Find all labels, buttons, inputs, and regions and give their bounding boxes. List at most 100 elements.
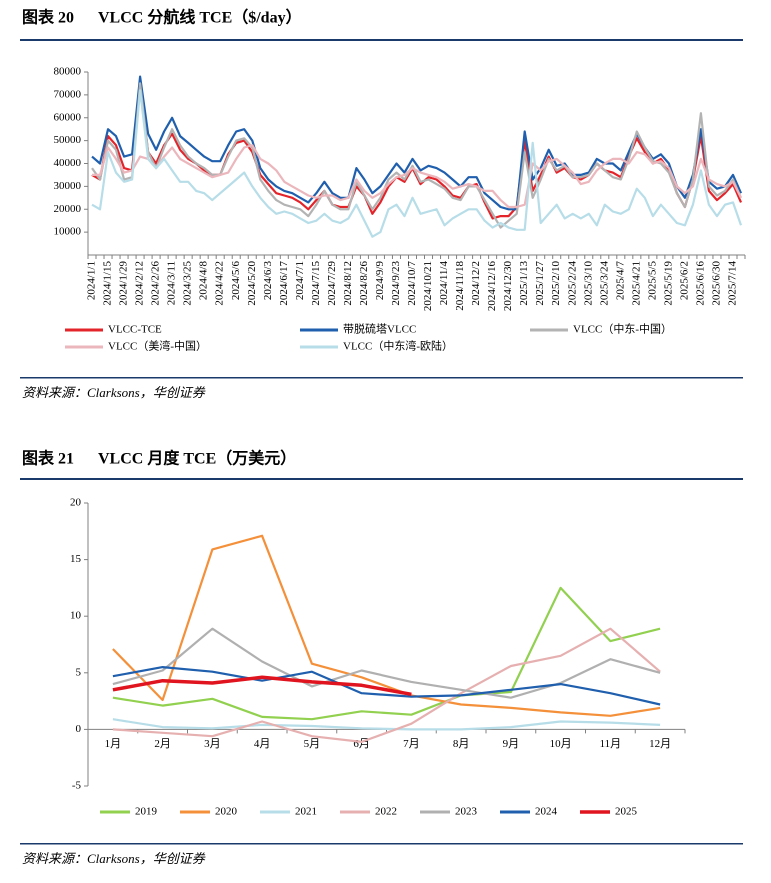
x-tick-label: 2024/1/1 [86,261,98,300]
series-line [91,84,743,220]
x-tick-label: 12月 [649,738,671,750]
x-tick-label: 2025/5/5 [646,261,658,301]
rule [20,843,743,845]
x-tick-label: 2025/6/30 [710,261,722,306]
x-tick-label: 2024/10/7 [406,261,418,306]
x-tick-label: 2025/1/13 [518,261,530,306]
x-tick-label: 2024/7/29 [326,261,338,306]
x-tick-label: 2024/5/20 [246,261,258,306]
x-tick-label: 2024/12/2 [470,261,482,306]
x-tick-label: 1月 [105,738,122,750]
x-tick-label: 2月 [154,738,171,750]
series-line [112,718,661,731]
x-tick-label: 2025/4/21 [630,261,642,306]
x-tick-label: 2024/1/29 [118,261,130,306]
y-tick-label: 5 [76,666,82,678]
x-tick-label: 2025/6/16 [694,261,706,306]
figure-number: 图表 20 [22,8,74,27]
x-tick-label: 11月 [600,738,622,750]
x-tick-label: 2024/6/17 [278,261,290,306]
x-tick-label: 2024/3/25 [182,261,194,306]
legend-label: VLCC（中东-中国） [573,323,672,336]
series-line [112,586,661,721]
x-tick-label: 2024/6/3 [262,261,274,301]
legend-label: 2025 [615,806,638,818]
source-note: 资料来源：Clarksons，华创证券 [22,851,206,866]
x-tick-label: 9月 [503,738,520,750]
y-tick-label: 70000 [54,88,82,100]
chart-title: VLCC 分航线 TCE（$/day） [98,8,302,27]
legend-label: 2021 [295,806,317,818]
y-tick-label: 50000 [54,134,82,146]
x-tick-label: 2024/3/11 [166,261,178,305]
y-tick-label: 80000 [54,66,82,78]
y-tick-label: 20000 [54,203,82,215]
y-tick-label: 0 [76,723,82,735]
chart-title: VLCC 月度 TCE（万美元） [98,449,296,468]
series-line [91,89,743,238]
x-tick-label: 2024/7/15 [310,261,322,306]
x-tick-label: 2024/11/4 [438,261,450,306]
y-tick-label: 10 [70,610,82,622]
rule [20,39,743,41]
x-tick-label: 2024/9/9 [374,261,386,301]
x-tick-label: 2025/2/24 [566,261,578,306]
legend-label: VLCC-TCE [108,324,162,336]
x-tick-label: 7月 [403,738,420,750]
legend-label: VLCC（中东湾-欧陆） [343,339,453,353]
x-tick-label: 2024/7/1 [294,261,306,300]
y-tick-label: 10000 [54,226,82,238]
x-tick-label: 2025/1/27 [534,261,546,306]
x-tick-label: 2024/4/22 [214,261,226,306]
x-tick-label: 2024/11/18 [454,261,466,311]
series-line [91,82,743,229]
y-tick-label: 60000 [54,111,82,123]
x-tick-label: 2024/8/26 [358,261,370,306]
x-tick-label: 2024/1/15 [102,261,114,306]
legend-label: 2022 [375,806,397,818]
rule [20,377,743,379]
x-tick-label: 2025/2/10 [550,261,562,306]
series-line [112,675,412,697]
x-tick-label: 2024/2/26 [150,261,162,306]
series-line [112,534,661,717]
y-tick-label: 40000 [54,157,82,169]
x-tick-label: 2025/5/19 [662,261,674,306]
x-tick-label: 2024/2/12 [134,261,146,306]
x-tick-label: 2025/3/24 [598,261,610,306]
legend-label: 2023 [455,806,478,818]
x-tick-label: 2024/12/30 [502,261,514,312]
x-tick-label: 2024/10/21 [422,261,434,311]
y-tick-label: -5 [72,780,82,792]
series-line [92,144,742,209]
x-tick-label: 3月 [204,738,221,750]
legend-label: 2020 [215,806,238,818]
series-line [112,627,661,699]
y-tick-label: 30000 [54,180,82,192]
x-tick-label: 8月 [453,738,470,750]
x-tick-label: 2024/12/16 [486,261,498,312]
x-tick-label: 2025/4/7 [614,261,626,301]
series-line [112,666,661,706]
y-tick-label: 15 [70,553,82,565]
x-tick-label: 2025/3/10 [582,261,594,306]
x-tick-label: 2025/7/14 [727,261,739,306]
figure-number: 图表 21 [22,449,74,468]
legend-label: 2024 [535,806,558,818]
source-note: 资料来源：Clarksons，华创证券 [22,385,206,400]
x-tick-label: 2024/5/6 [230,261,242,301]
y-tick-label: 20 [70,497,82,509]
x-tick-label: 2024/8/12 [342,261,354,306]
rule [20,478,743,480]
x-tick-label: 4月 [254,738,271,750]
x-tick-label: 10月 [550,738,572,750]
legend-label: VLCC（美湾-中国） [108,339,207,353]
x-tick-label: 2024/4/8 [198,261,210,301]
x-tick-label: 2024/9/23 [390,261,402,306]
x-tick-label: 2025/6/2 [678,261,690,300]
legend-label: 带脱硫塔VLCC [343,322,416,336]
legend-label: 2019 [135,806,158,818]
x-tick-label: 5月 [304,738,321,750]
